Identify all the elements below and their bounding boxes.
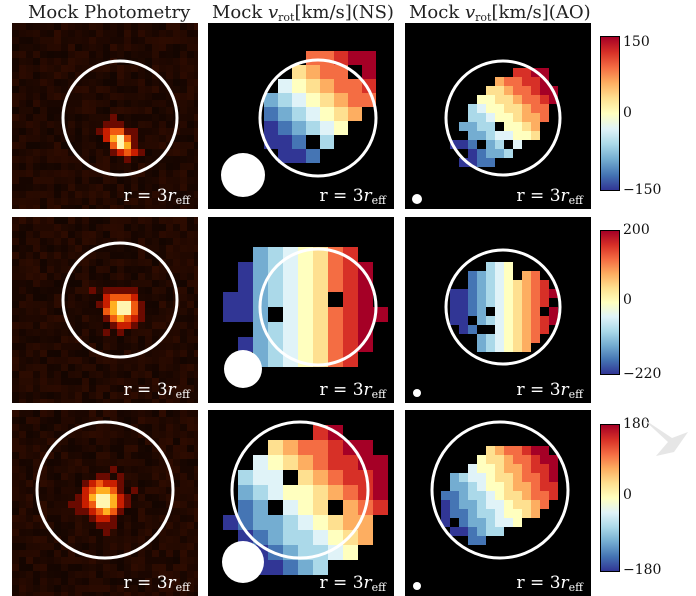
aperture-circle (61, 241, 179, 359)
aperture-circle (35, 420, 175, 560)
colorbar-row3 (600, 424, 620, 572)
colorbar-row2 (600, 230, 620, 375)
beam-ao-icon (413, 389, 421, 397)
velocity-ns-panel-row3: r = 3reff (208, 410, 394, 596)
watermark-arrow-icon (642, 418, 688, 456)
cbar3-min: −180 (623, 562, 662, 578)
beam-ns-icon (221, 153, 265, 197)
col-title-photometry: Mock Photometry (28, 2, 191, 23)
beam-ao-icon (412, 194, 422, 204)
cbar2-min: −220 (623, 366, 662, 382)
radius-label: r = 3reff (123, 186, 190, 207)
radius-label: r = 3reff (319, 573, 386, 594)
photometry-panel-row1: r = 3reff (12, 23, 198, 209)
radius-label: r = 3reff (516, 186, 583, 207)
radius-label: r = 3reff (123, 380, 190, 401)
velocity-ns-panel-row2: r = 3reff (208, 217, 394, 403)
radius-label: r = 3reff (516, 573, 583, 594)
col-title-vrot-ns: Mock vrot[km/s](NS) (212, 2, 394, 24)
cbar1-min: −150 (623, 182, 662, 198)
col-title-vrot-ao: Mock vrot[km/s](AO) (409, 2, 591, 24)
photometry-panel-row3: r = 3reff (12, 410, 198, 596)
aperture-circle (444, 248, 562, 366)
velocity-ao-panel-row1: r = 3reff (405, 23, 591, 209)
photometry-panel-row2: r = 3reff (12, 217, 198, 403)
cbar1-mid: 0 (623, 105, 632, 121)
velocity-ao-panel-row2: r = 3reff (405, 217, 591, 403)
cbar2-max: 200 (623, 222, 650, 238)
colorbar-row1 (600, 36, 620, 191)
radius-label: r = 3reff (123, 573, 190, 594)
aperture-circle (430, 420, 570, 560)
cbar2-mid: 0 (623, 292, 632, 308)
beam-ao-icon (413, 582, 421, 590)
radius-label: r = 3reff (319, 380, 386, 401)
cbar1-max: 150 (623, 34, 650, 50)
radius-label: r = 3reff (319, 186, 386, 207)
radius-label: r = 3reff (516, 380, 583, 401)
beam-ns-icon (224, 350, 262, 388)
velocity-ao-panel-row3: r = 3reff (405, 410, 591, 596)
cbar3-max: 180 (623, 416, 650, 432)
aperture-circle (258, 247, 378, 367)
beam-ns-icon (222, 541, 264, 583)
aperture-circle (258, 58, 378, 178)
aperture-circle (230, 420, 370, 560)
aperture-circle (61, 59, 179, 177)
aperture-circle (444, 59, 562, 177)
velocity-ns-panel-row1: r = 3reff (208, 23, 394, 209)
cbar3-mid: 0 (623, 487, 632, 503)
